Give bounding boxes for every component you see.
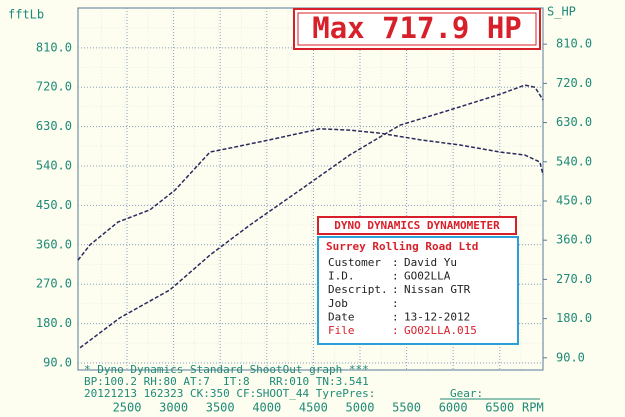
curve bbox=[79, 84, 544, 349]
y-tick-label: 270.0 bbox=[36, 277, 72, 291]
row-value: GO02LLA bbox=[404, 270, 451, 283]
footer-line: Gear: bbox=[450, 387, 483, 400]
x-tick-label: 5000 bbox=[346, 401, 375, 415]
row-label: Customer bbox=[328, 256, 381, 269]
x-tick-label: 4000 bbox=[252, 401, 281, 415]
chart-title: Max 717.9 HP bbox=[312, 11, 522, 45]
x-tick-label: 6000 bbox=[439, 401, 468, 415]
y-tick-label: 630.0 bbox=[36, 119, 72, 133]
row-label: File bbox=[328, 324, 355, 337]
x-tick-label: 6500 bbox=[485, 401, 514, 415]
row-label: Descript. bbox=[328, 283, 388, 296]
info-rows: Customer: David Yu I.D.: GO02LLA Descript.: N… bbox=[328, 256, 477, 337]
x-tick-label: 5500 bbox=[392, 401, 421, 415]
y2-tick-label: 360.0 bbox=[556, 233, 592, 247]
y-tick-label: 450.0 bbox=[36, 198, 72, 212]
y-tick-label: 360.0 bbox=[36, 237, 72, 251]
x-axis-title: RPM bbox=[522, 401, 544, 415]
row-label: Job bbox=[328, 297, 348, 310]
row-value: David Yu bbox=[404, 256, 457, 269]
x-tick-label: 3500 bbox=[206, 401, 235, 415]
row-value: 13-12-2012 bbox=[404, 310, 470, 323]
panel-header-box bbox=[317, 216, 517, 235]
y-tick-label: 810.0 bbox=[36, 40, 72, 54]
y2-tick-label: 90.0 bbox=[556, 350, 585, 364]
company: Surrey Rolling Road Ltd bbox=[326, 240, 478, 253]
footer-line: BP:100.2 RH:80 AT:7 IT:8 RR:010 TN:3.541 bbox=[84, 375, 369, 388]
footer-line: * Dyno Dynamics Standard ShootOut graph … bbox=[84, 363, 369, 376]
y-tick-label: 90.0 bbox=[43, 355, 72, 369]
info-panel bbox=[317, 236, 519, 345]
y-axis-title: fftLb bbox=[8, 8, 44, 22]
y2-tick-label: 630.0 bbox=[556, 115, 592, 129]
curve bbox=[77, 128, 544, 261]
title-box-inner bbox=[297, 12, 537, 46]
row-colon: : bbox=[392, 324, 399, 337]
row-colon: : bbox=[392, 256, 399, 269]
row-value: Nissan GTR bbox=[404, 283, 471, 296]
y2-tick-label: 270.0 bbox=[556, 272, 592, 286]
panel-header: DYNO DYNAMICS DYNAMOMETER bbox=[334, 219, 500, 232]
y2-tick-label: 180.0 bbox=[556, 311, 592, 325]
row-value: GO02LLA.015 bbox=[404, 324, 477, 337]
x-tick-label: 2500 bbox=[113, 401, 142, 415]
y2-tick-label: 810.0 bbox=[556, 37, 592, 51]
y2-tick-label: 720.0 bbox=[556, 76, 592, 90]
y2-tick-label: 450.0 bbox=[556, 193, 592, 207]
y-tick-label: 720.0 bbox=[36, 80, 72, 94]
curves bbox=[77, 84, 544, 349]
x-tick-label: 3000 bbox=[159, 401, 188, 415]
y-tick-label: 180.0 bbox=[36, 316, 72, 330]
x-tick-label: 4500 bbox=[299, 401, 328, 415]
title-box bbox=[293, 8, 541, 50]
footer: * Dyno Dynamics Standard ShootOut graph … bbox=[84, 363, 483, 400]
y2-tick-label: 540.0 bbox=[556, 154, 592, 168]
row-colon: : bbox=[392, 283, 399, 296]
footer-line: 20121213 162323 CK:350 CF:SHOOT_44 TyreP… bbox=[84, 387, 375, 400]
row-colon: : bbox=[392, 297, 399, 310]
y-tick-label: 540.0 bbox=[36, 159, 72, 173]
y2-axis-title: S_HP bbox=[547, 5, 576, 19]
row-colon: : bbox=[392, 310, 399, 323]
row-label: I.D. bbox=[328, 270, 355, 283]
row-label: Date bbox=[328, 310, 355, 323]
row-colon: : bbox=[392, 270, 399, 283]
